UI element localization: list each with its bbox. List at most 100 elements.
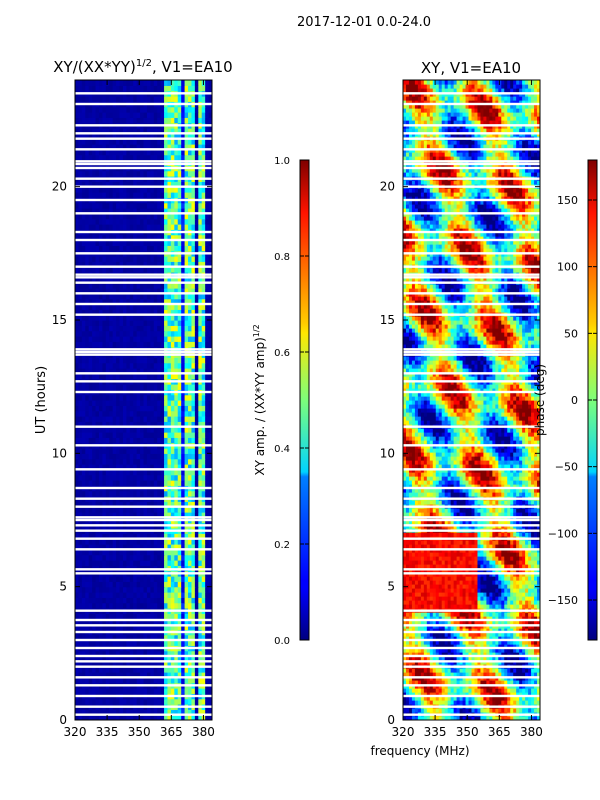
heatmap-cell bbox=[201, 501, 206, 508]
heatmap-cell bbox=[109, 277, 114, 284]
heatmap-cell bbox=[133, 709, 138, 716]
heatmap-cell bbox=[146, 309, 151, 316]
heatmap-cell bbox=[95, 400, 100, 406]
heatmap-cell bbox=[153, 133, 158, 140]
heatmap-cell bbox=[105, 656, 110, 662]
heatmap-cell bbox=[75, 144, 80, 150]
heatmap-cell bbox=[191, 458, 196, 465]
heatmap-cell bbox=[105, 256, 110, 262]
heatmap-cell bbox=[126, 256, 131, 262]
heatmap-cell bbox=[133, 666, 138, 673]
heatmap-cell bbox=[174, 410, 179, 417]
heatmap-cell bbox=[201, 656, 206, 662]
heatmap-cell bbox=[109, 624, 114, 630]
heatmap-cell bbox=[75, 304, 80, 310]
heatmap-cell bbox=[170, 133, 175, 140]
heatmap-cell bbox=[85, 666, 90, 673]
heatmap-cell bbox=[143, 677, 148, 684]
heatmap-cell bbox=[188, 240, 193, 246]
heatmap-cell bbox=[75, 474, 80, 481]
heatmap-cell bbox=[140, 181, 145, 188]
heatmap-cell bbox=[167, 170, 172, 177]
heatmap-cell bbox=[140, 581, 145, 588]
heatmap-cell bbox=[146, 650, 151, 657]
panel1-title-sup: 1/2 bbox=[136, 58, 152, 69]
heatmap-cell bbox=[112, 458, 117, 465]
heatmap-cell bbox=[88, 106, 93, 113]
heatmap-cell bbox=[136, 362, 141, 369]
heatmap-cell bbox=[129, 85, 134, 92]
heatmap-cell bbox=[95, 506, 100, 513]
heatmap-cell bbox=[112, 208, 117, 214]
heatmap-cell bbox=[112, 538, 117, 545]
heatmap-cell bbox=[153, 709, 158, 716]
heatmap-cell bbox=[140, 677, 145, 684]
heatmap-cell bbox=[201, 138, 206, 145]
heatmap-cell bbox=[157, 533, 162, 540]
heatmap-cell bbox=[184, 661, 189, 668]
panel-amplitude-ratio: XY/(XX*YY)1/2, V1=EA10 320 335 350 365 38005… bbox=[34, 58, 233, 739]
heatmap-cell bbox=[198, 538, 203, 545]
heatmap-cell bbox=[143, 186, 148, 193]
heatmap-cell bbox=[98, 533, 103, 540]
heatmap-cell bbox=[184, 597, 189, 604]
heatmap-cell bbox=[109, 602, 114, 609]
heatmap-cell bbox=[126, 170, 131, 177]
heatmap-cell bbox=[95, 405, 100, 412]
heatmap-cell bbox=[164, 544, 169, 550]
heatmap-cell bbox=[122, 192, 127, 198]
heatmap-cell bbox=[95, 240, 100, 246]
heatmap-cell bbox=[119, 560, 124, 566]
heatmap-cell bbox=[170, 474, 175, 481]
heatmap-cell bbox=[116, 421, 121, 428]
heatmap-cell bbox=[88, 480, 93, 486]
heatmap-cell bbox=[81, 602, 86, 609]
heatmap-cell bbox=[153, 410, 158, 417]
heatmap-cell bbox=[78, 592, 83, 598]
heatmap-cell bbox=[146, 106, 151, 113]
heatmap-cell bbox=[88, 261, 93, 268]
heatmap-cell bbox=[160, 650, 165, 657]
heatmap-cell bbox=[150, 474, 155, 481]
heatmap-cell bbox=[201, 469, 206, 476]
heatmap-cell bbox=[98, 288, 103, 294]
heatmap-cell bbox=[95, 560, 100, 566]
flagged-time-row bbox=[75, 212, 212, 215]
heatmap-cell bbox=[205, 474, 210, 481]
heatmap-cell bbox=[92, 282, 97, 289]
heatmap-cell bbox=[177, 586, 182, 593]
heatmap-cell bbox=[157, 512, 162, 518]
heatmap-cell bbox=[167, 400, 172, 406]
heatmap-cell bbox=[181, 405, 186, 412]
heatmap-cell bbox=[208, 154, 212, 161]
heatmap-cell bbox=[205, 384, 210, 390]
heatmap-cell bbox=[140, 490, 145, 497]
heatmap-cell bbox=[157, 314, 162, 321]
heatmap-cell bbox=[92, 336, 97, 342]
heatmap-cell bbox=[177, 416, 182, 422]
heatmap-cell bbox=[81, 698, 86, 705]
heatmap-cell bbox=[78, 421, 83, 428]
heatmap-cell bbox=[116, 181, 121, 188]
heatmap-cell bbox=[136, 677, 141, 684]
heatmap-cell bbox=[126, 336, 131, 342]
heatmap-cell bbox=[177, 261, 182, 268]
heatmap-cell bbox=[150, 490, 155, 497]
heatmap-cell bbox=[177, 373, 182, 380]
heatmap-cell bbox=[194, 138, 199, 145]
heatmap-cell bbox=[160, 80, 165, 86]
heatmap-cell bbox=[140, 560, 145, 566]
heatmap-cell bbox=[105, 480, 110, 486]
heatmap-cell bbox=[160, 282, 165, 289]
heatmap-cell bbox=[170, 714, 175, 720]
heatmap-cell bbox=[157, 218, 162, 225]
heatmap-cell bbox=[174, 357, 179, 364]
heatmap-cell bbox=[153, 533, 158, 540]
heatmap-cell bbox=[164, 453, 169, 460]
heatmap-cell bbox=[81, 133, 86, 140]
heatmap-cell bbox=[164, 698, 169, 705]
heatmap-cell bbox=[160, 304, 165, 310]
figure-suptitle: 2017-12-01 0.0-24.0 bbox=[297, 15, 431, 30]
heatmap-cell bbox=[81, 448, 86, 454]
